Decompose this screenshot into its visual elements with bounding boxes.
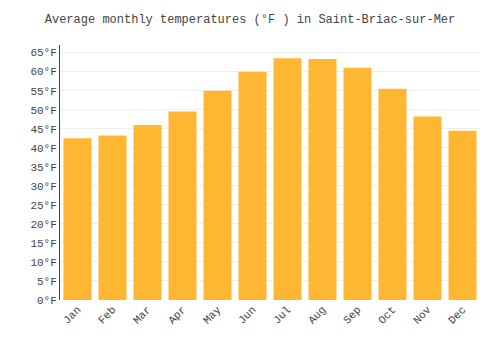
svg-text:Sep: Sep	[341, 304, 363, 326]
svg-text:50°F: 50°F	[30, 105, 56, 117]
svg-text:35°F: 35°F	[30, 162, 56, 174]
svg-text:Jun: Jun	[236, 304, 258, 326]
svg-text:Apr: Apr	[166, 304, 188, 326]
svg-text:65°F: 65°F	[30, 47, 56, 59]
svg-text:20°F: 20°F	[30, 219, 56, 231]
svg-text:15°F: 15°F	[30, 238, 56, 250]
svg-text:Aug: Aug	[306, 304, 328, 326]
svg-text:Oct: Oct	[376, 304, 398, 326]
svg-text:May: May	[201, 304, 224, 327]
svg-text:55°F: 55°F	[30, 86, 56, 98]
svg-text:25°F: 25°F	[30, 200, 56, 212]
svg-text:10°F: 10°F	[30, 257, 56, 269]
svg-text:Mar: Mar	[131, 304, 153, 326]
svg-text:Jul: Jul	[271, 304, 293, 326]
svg-text:Dec: Dec	[446, 304, 468, 326]
svg-text:45°F: 45°F	[30, 124, 56, 136]
svg-text:40°F: 40°F	[30, 143, 56, 155]
svg-text:Feb: Feb	[96, 304, 118, 326]
svg-text:30°F: 30°F	[30, 181, 56, 193]
svg-text:60°F: 60°F	[30, 66, 56, 78]
svg-text:0°F: 0°F	[37, 295, 57, 307]
svg-text:Jan: Jan	[61, 304, 83, 326]
svg-text:Nov: Nov	[411, 304, 434, 327]
svg-text:5°F: 5°F	[37, 276, 57, 288]
svg-text:Average monthly temperatures (: Average monthly temperatures (°F ) in Sa…	[45, 13, 455, 27]
